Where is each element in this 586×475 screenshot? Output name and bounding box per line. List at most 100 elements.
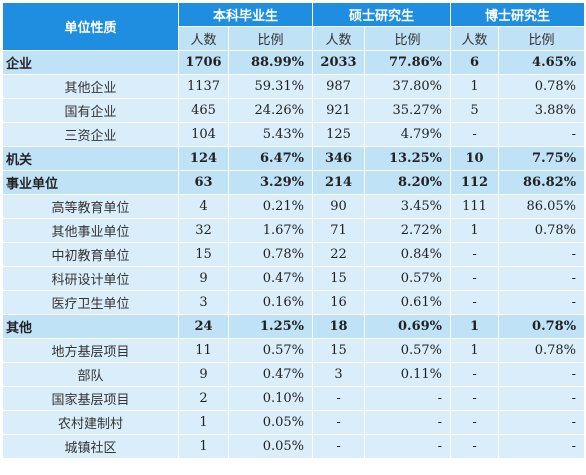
bachelor-count-cell: 4 [178,194,229,219]
doctor-count-cell: 6 [450,50,500,75]
bachelor-ratio-cell: 1.67% [227,218,314,243]
bachelor-group-header: 本科毕业生 [177,2,314,27]
doctor-ratio-cell: 86.82% [498,170,586,195]
master-count-cell: 15 [312,338,366,363]
subcategory-name: 农村建制村 [2,410,179,435]
doctor-ratio-cell: 7.75% [498,146,586,171]
bachelor-ratio-cell: 0.78% [227,242,314,267]
bachelor-ratio-cell: 3.29% [227,170,314,195]
bachelor-count-header: 人数 [178,26,229,51]
master-count-cell: 921 [312,98,366,123]
doctor-count-cell: 112 [450,170,500,195]
doctor-count-cell: 5 [450,98,500,123]
master-ratio-cell: - [364,386,452,411]
bachelor-count-cell: 124 [178,146,229,171]
master-count-cell: 22 [312,242,366,267]
doctor-ratio-cell: 0.78% [498,74,586,99]
doctor-ratio-cell: - [498,122,586,147]
doctor-count-header: 人数 [450,26,500,51]
doctor-ratio-cell: - [498,266,586,291]
doctor-ratio-cell: 4.65% [498,50,586,75]
bachelor-ratio-cell: 59.31% [227,74,314,99]
master-count-header: 人数 [312,26,366,51]
master-ratio-cell: 77.86% [364,50,452,75]
subcategory-name: 科研设计单位 [2,266,179,291]
category-name: 其他 [2,314,179,339]
subcategory-name: 部队 [2,362,179,387]
master-ratio-cell: 0.61% [364,290,452,315]
doctor-ratio-cell: 86.05% [498,194,586,219]
employment-table-container: 单位性质 本科毕业生 硕士研究生 博士研究生 人数 比例 人数 比例 人数 比例… [2,2,586,459]
subcategory-name: 国有企业 [2,98,179,123]
master-ratio-cell: 35.27% [364,98,452,123]
master-ratio-cell: - [364,434,452,459]
bachelor-count-cell: 1 [178,410,229,435]
subcategory-name: 城镇社区 [2,434,179,459]
master-count-cell: 16 [312,290,366,315]
master-ratio-cell: 0.11% [364,362,452,387]
master-ratio-cell: 0.69% [364,314,452,339]
master-ratio-cell: 37.80% [364,74,452,99]
bachelor-count-cell: 3 [178,290,229,315]
subcategory-row: 三资企业 104 5.43% 125 4.79% - - [2,122,586,147]
master-count-cell: - [312,386,366,411]
bachelor-count-cell: 9 [178,266,229,291]
doctor-ratio-cell: - [498,434,586,459]
bachelor-count-cell: 32 [178,218,229,243]
bachelor-count-cell: 15 [178,242,229,267]
master-ratio-cell: 4.79% [364,122,452,147]
subcategory-name: 地方基层项目 [2,338,179,363]
bachelor-count-cell: 1706 [178,50,229,75]
doctor-count-cell: - [450,266,500,291]
master-count-cell: 214 [312,170,366,195]
subcategory-row: 地方基层项目 11 0.57% 15 0.57% 1 0.78% [2,338,586,363]
doctor-ratio-cell: 0.78% [498,314,586,339]
master-ratio-cell: 0.84% [364,242,452,267]
bachelor-count-cell: 9 [178,362,229,387]
doctor-ratio-header: 比例 [498,26,586,51]
bachelor-count-cell: 24 [178,314,229,339]
master-count-cell: - [312,410,366,435]
bachelor-count-cell: 11 [178,338,229,363]
doctor-ratio-cell: 0.78% [498,338,586,363]
bachelor-ratio-cell: 24.26% [227,98,314,123]
bachelor-ratio-cell: 0.47% [227,362,314,387]
subcategory-row: 中初教育单位 15 0.78% 22 0.84% - - [2,242,586,267]
doctor-count-cell: - [450,386,500,411]
master-count-cell: 71 [312,218,366,243]
master-count-cell: 18 [312,314,366,339]
bachelor-ratio-cell: 5.43% [227,122,314,147]
master-count-cell: 15 [312,266,366,291]
bachelor-ratio-cell: 0.05% [227,410,314,435]
master-ratio-cell: 0.57% [364,338,452,363]
master-ratio-cell: - [364,410,452,435]
doctor-count-cell: 1 [450,314,500,339]
subcategory-row: 科研设计单位 9 0.47% 15 0.57% - - [2,266,586,291]
unit-type-header: 单位性质 [2,2,179,51]
bachelor-count-cell: 1 [178,434,229,459]
category-row: 企业 1706 88.99% 2033 77.86% 6 4.65% [2,50,586,75]
doctor-count-cell: - [450,290,500,315]
doctor-count-cell: 1 [450,218,500,243]
subcategory-name: 其他事业单位 [2,218,179,243]
doctor-ratio-cell: 0.78% [498,218,586,243]
subcategory-name: 高等教育单位 [2,194,179,219]
bachelor-count-cell: 63 [178,170,229,195]
doctor-count-cell: 111 [450,194,500,219]
bachelor-ratio-cell: 0.05% [227,434,314,459]
subcategory-name: 国家基层项目 [2,386,179,411]
bachelor-ratio-header: 比例 [227,26,314,51]
subcategory-row: 高等教育单位 4 0.21% 90 3.45% 111 86.05% [2,194,586,219]
bachelor-count-cell: 465 [178,98,229,123]
subcategory-row: 国有企业 465 24.26% 921 35.27% 5 3.88% [2,98,586,123]
master-ratio-header: 比例 [364,26,452,51]
doctor-ratio-cell: 3.88% [498,98,586,123]
master-count-cell: 3 [312,362,366,387]
doctor-count-cell: - [450,242,500,267]
bachelor-ratio-cell: 0.47% [227,266,314,291]
doctor-ratio-cell: - [498,386,586,411]
category-row: 机关 124 6.47% 346 13.25% 10 7.75% [2,146,586,171]
doctor-count-cell: - [450,362,500,387]
doctor-ratio-cell: - [498,362,586,387]
header-row-groups: 单位性质 本科毕业生 硕士研究生 博士研究生 [2,2,586,51]
